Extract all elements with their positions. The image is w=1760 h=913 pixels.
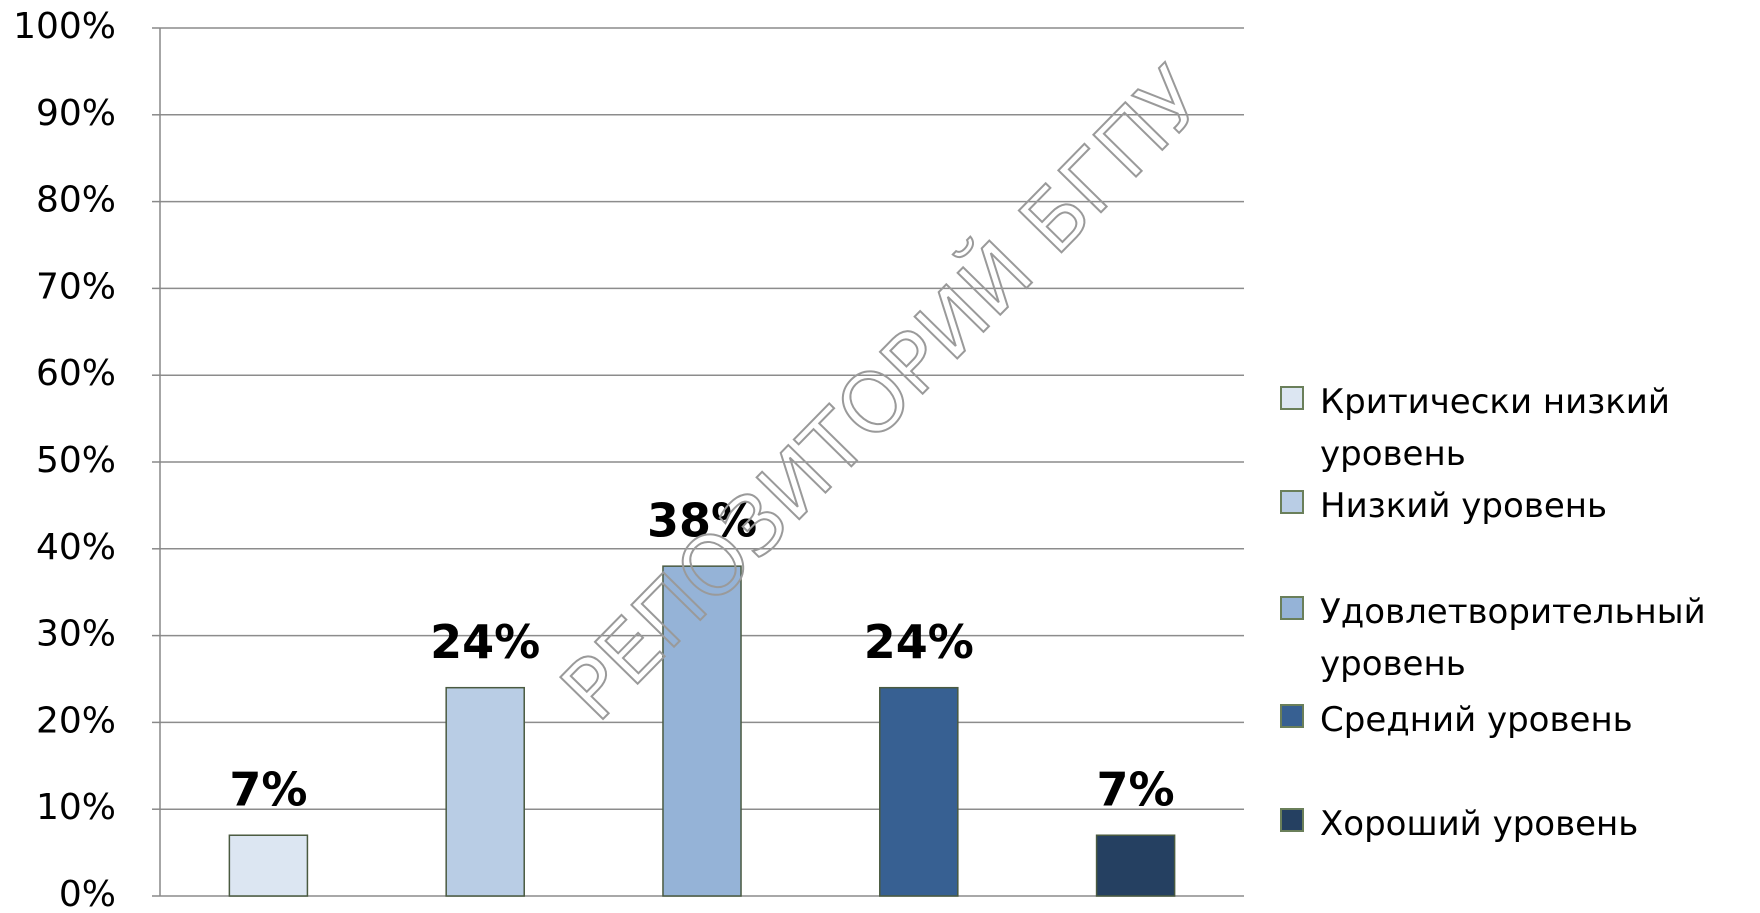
legend-swatch xyxy=(1280,704,1304,728)
legend-item: Средний уровень xyxy=(1280,694,1750,746)
bar xyxy=(662,565,742,897)
legend-swatch xyxy=(1280,596,1304,620)
legend-swatch xyxy=(1280,386,1304,410)
data-label: 7% xyxy=(229,763,307,817)
y-tick-label: 70% xyxy=(36,266,116,307)
legend-item: Хороший уровень xyxy=(1280,798,1750,850)
legend-label: Хороший уровень xyxy=(1320,804,1639,844)
legend-label: Низкий уровень xyxy=(1320,486,1608,526)
bar xyxy=(228,834,309,897)
bar xyxy=(1095,834,1176,897)
legend-label: Удовлетворительный уровень xyxy=(1320,592,1706,684)
y-tick-label: 0% xyxy=(59,874,116,913)
y-tick-label: 10% xyxy=(36,787,116,828)
y-tick-label: 20% xyxy=(36,700,116,741)
legend-item: Удовлетворительный уровень xyxy=(1280,586,1750,690)
legend-swatch xyxy=(1280,808,1304,832)
data-label: 24% xyxy=(430,615,540,669)
bar xyxy=(445,686,525,897)
y-tick-label: 30% xyxy=(36,614,116,655)
y-tick-label: 50% xyxy=(36,440,116,481)
legend-swatch xyxy=(1280,490,1304,514)
data-label: 24% xyxy=(864,615,974,669)
y-tick-label: 60% xyxy=(36,353,116,394)
y-tick-label: 40% xyxy=(36,527,116,568)
data-label: 7% xyxy=(1097,763,1175,817)
legend-label: Средний уровень xyxy=(1320,700,1633,740)
y-tick-label: 90% xyxy=(36,93,116,134)
y-tick-label: 100% xyxy=(13,6,116,47)
legend-label: Критически низкий уровень xyxy=(1320,382,1670,474)
data-label: 38% xyxy=(647,494,757,548)
legend-item: Критически низкий уровень xyxy=(1280,376,1750,480)
y-tick-label: 80% xyxy=(36,180,116,221)
legend-item: Низкий уровень xyxy=(1280,480,1750,532)
bar xyxy=(879,686,959,897)
